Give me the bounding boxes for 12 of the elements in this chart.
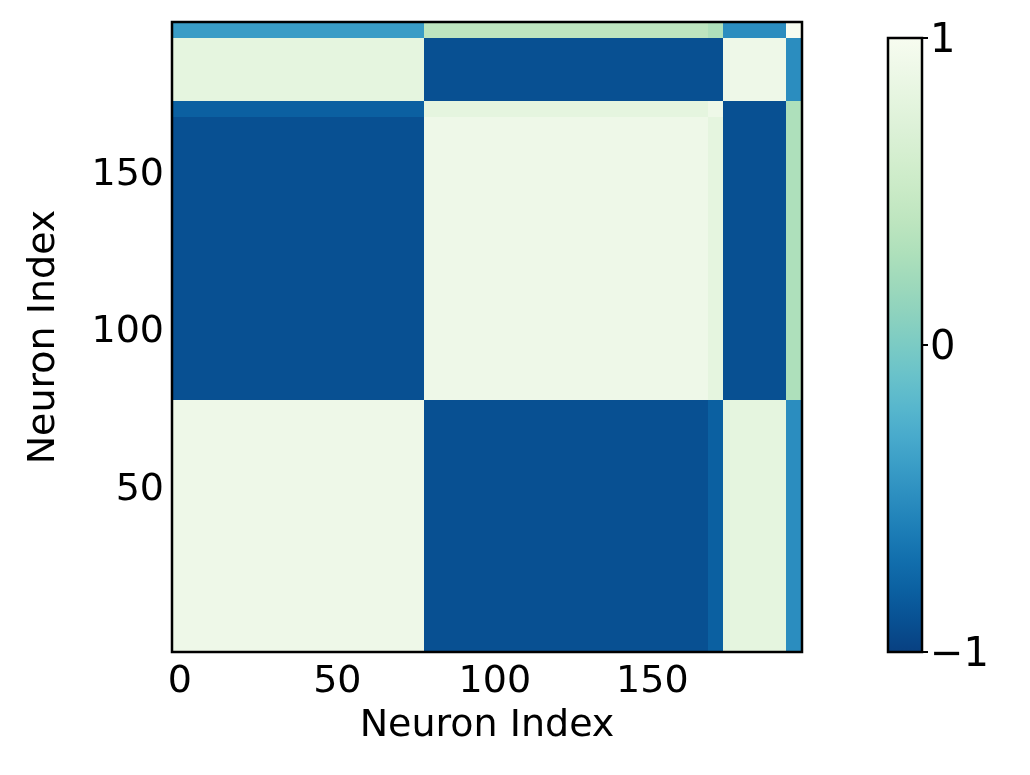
color-bar-label: 1 (930, 15, 956, 61)
color-bar-label: 0 (930, 322, 956, 368)
y-tick-label: 100 (91, 307, 164, 352)
y-tick-label: 50 (115, 464, 164, 509)
y-tick-label: 150 (91, 149, 164, 194)
x-tick-label: 100 (458, 657, 532, 701)
y-axis-title: Neuron Index (19, 209, 63, 465)
x-tick-label: 150 (616, 657, 689, 701)
x-axis-title: Neuron Index (359, 701, 615, 745)
color-bar-label: −1 (930, 629, 989, 675)
x-tick-label: 50 (313, 657, 362, 701)
x-tick-label: 0 (167, 657, 192, 701)
